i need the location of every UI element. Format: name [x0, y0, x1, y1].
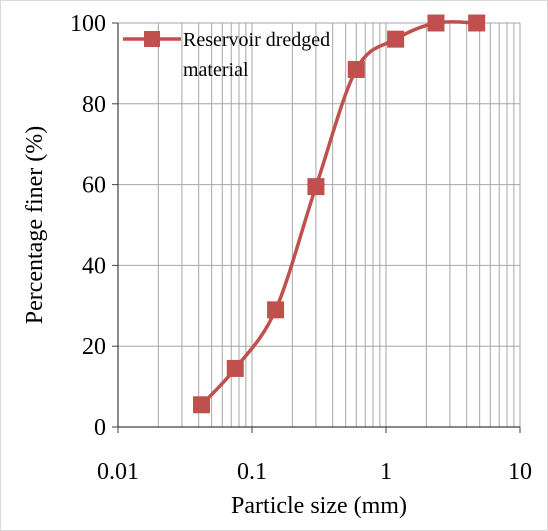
- x-tick-label: 0.1: [237, 459, 267, 485]
- data-point-marker: [267, 301, 285, 319]
- data-series: [193, 14, 486, 414]
- data-point-marker: [468, 14, 486, 32]
- data-point-marker: [193, 396, 211, 414]
- y-tick-label: 0: [94, 415, 106, 441]
- y-tick-label: 40: [82, 253, 106, 279]
- grid-lines: [117, 22, 521, 428]
- axes: [112, 22, 521, 433]
- data-point-marker: [347, 60, 365, 78]
- y-tick-label: 80: [82, 92, 106, 118]
- y-tick-label: 20: [82, 334, 106, 360]
- legend: Reservoir dredged material: [123, 29, 330, 81]
- legend-label: Reservoir dredged: [183, 29, 330, 51]
- y-tick-label: 100: [70, 11, 106, 37]
- x-axis-title: Particle size (mm): [231, 493, 407, 519]
- x-tick-label: 10: [508, 459, 532, 485]
- data-point-marker: [226, 359, 244, 377]
- x-tick-label: 0.01: [97, 459, 139, 485]
- x-tick-label: 1: [380, 459, 392, 485]
- data-point-marker: [387, 30, 405, 48]
- legend-marker: [144, 31, 160, 47]
- data-point-marker: [307, 178, 325, 196]
- series-line: [200, 20, 477, 406]
- y-axis-title: Percentage finer (%): [22, 126, 48, 325]
- legend-label: material: [183, 59, 249, 81]
- data-point-marker: [427, 14, 445, 32]
- y-tick-label: 60: [82, 173, 106, 199]
- tick-labels: 0 20 40 60 80 100 0.01 0.1 1 10: [70, 11, 532, 485]
